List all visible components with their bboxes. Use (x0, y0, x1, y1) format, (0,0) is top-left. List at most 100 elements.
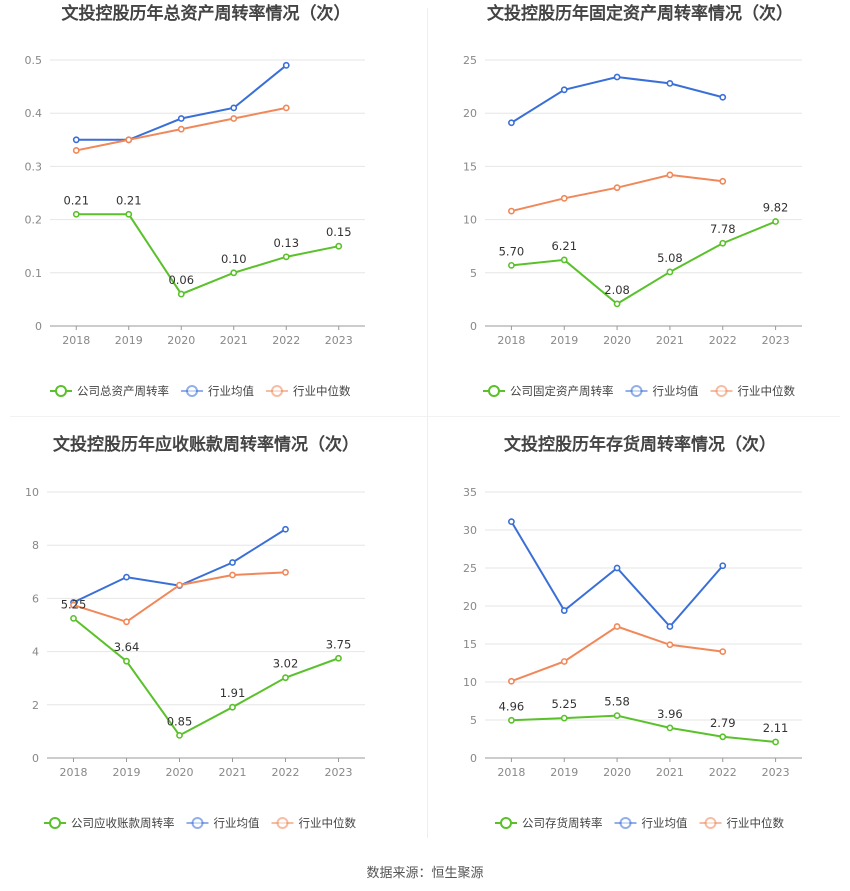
y-tick-label: 35 (463, 486, 477, 499)
x-tick-label: 2018 (497, 334, 525, 347)
x-tick-label: 2019 (550, 334, 578, 347)
data-point (508, 518, 515, 526)
legend-swatch-marker (276, 817, 289, 829)
data-point (229, 703, 236, 711)
legend-label: 行业均值 (214, 816, 260, 830)
x-tick-label: 2023 (762, 766, 790, 779)
data-label: 9.82 (763, 201, 789, 215)
data-point (613, 73, 621, 81)
data-point (560, 658, 568, 665)
x-tick-label: 2020 (603, 766, 631, 779)
data-label: 5.25 (61, 597, 87, 611)
data-point (508, 677, 515, 685)
x-tick-label: 2021 (656, 766, 684, 779)
x-tick-label: 2018 (62, 334, 90, 347)
x-tick-label: 2019 (115, 334, 143, 347)
data-point (282, 568, 289, 576)
data-point (282, 253, 290, 261)
data-label: 5.08 (657, 251, 683, 265)
data-point (666, 80, 674, 87)
y-tick-label: 10 (25, 486, 39, 499)
panel-divider-vertical (427, 8, 428, 838)
legend-swatch-marker (715, 385, 728, 397)
x-tick-label: 2021 (220, 334, 248, 347)
panel-divider-horizontal (10, 416, 840, 417)
data-point (70, 601, 77, 609)
data-point (613, 184, 621, 192)
data-label: 3.02 (273, 657, 299, 671)
data-source-note: 数据来源：恒生聚源 (366, 866, 484, 881)
data-point (666, 724, 674, 732)
legend-label: 公司应收账款周转率 (71, 816, 175, 830)
legend-label: 公司存货周转率 (522, 816, 603, 830)
data-point (613, 564, 621, 572)
legend-item-1: 公司总资产周转率 (50, 384, 169, 398)
x-tick-label: 2020 (167, 334, 195, 347)
y-tick-label: 0.1 (25, 267, 43, 280)
x-tick-label: 2023 (325, 334, 353, 347)
legend-item-2: 行业均值 (625, 384, 699, 398)
y-tick-label: 0 (470, 752, 477, 765)
chart-title: 文投控股历年存货周转率情况（次） (504, 434, 776, 455)
data-point (666, 171, 674, 179)
data-point (772, 218, 779, 225)
data-point (229, 559, 236, 566)
data-point (230, 104, 238, 112)
data-label: 0.21 (63, 193, 89, 207)
chart-title: 文投控股历年固定资产周转率情况（次） (487, 3, 793, 24)
chart-title: 文投控股历年总资产周转率情况（次） (62, 3, 351, 24)
data-point (335, 242, 343, 250)
y-tick-label: 25 (463, 54, 477, 67)
series-line-1 (72, 617, 339, 737)
data-point (176, 731, 183, 739)
data-point (123, 573, 130, 581)
legend-item-3: 行业中位数 (699, 816, 785, 830)
y-tick-label: 0 (32, 752, 39, 765)
series-line-3 (511, 625, 723, 683)
data-point (125, 136, 133, 144)
y-tick-label: 15 (463, 638, 477, 651)
legend-label: 行业中位数 (293, 384, 351, 398)
data-label: 0.13 (273, 236, 299, 250)
data-point (177, 290, 185, 298)
data-label: 5.58 (604, 695, 630, 709)
data-point (719, 733, 727, 741)
series-line-2 (510, 76, 724, 124)
series-line-2 (510, 521, 724, 629)
legend-swatch-marker (55, 385, 67, 397)
data-point (176, 581, 183, 589)
data-label: 0.06 (168, 273, 194, 287)
data-point (72, 210, 80, 218)
data-point (123, 657, 130, 665)
data-point (229, 571, 236, 579)
data-label: 0.21 (116, 193, 142, 207)
data-point (719, 93, 727, 101)
data-point (177, 115, 185, 122)
legend-label: 行业均值 (642, 816, 688, 830)
data-point (508, 261, 515, 269)
y-tick-label: 6 (32, 592, 39, 605)
data-label: 6.21 (551, 239, 577, 253)
y-tick-label: 0.5 (25, 54, 43, 67)
y-tick-label: 5 (470, 267, 477, 280)
data-point (508, 119, 515, 127)
data-point (560, 194, 568, 202)
data-point (123, 618, 130, 626)
y-tick-label: 20 (463, 107, 477, 120)
data-point (335, 654, 342, 662)
data-point (560, 256, 568, 264)
y-tick-label: 30 (463, 524, 477, 537)
data-point (666, 641, 674, 649)
legend-label: 行业中位数 (727, 816, 785, 830)
chart-panel-1: 文投控股历年总资产周转率情况（次） 0 0.1 0.2 0.3 0.4 0.5 2018 201… (25, 3, 365, 398)
y-tick-label: 0 (470, 320, 477, 333)
legend-item-1: 公司存货周转率 (495, 816, 603, 830)
x-tick-label: 2022 (709, 334, 737, 347)
data-label: 3.75 (326, 637, 352, 651)
data-point (72, 136, 80, 144)
legend-swatch-marker (186, 385, 198, 397)
x-tick-label: 2022 (709, 766, 737, 779)
data-label: 3.64 (114, 640, 140, 654)
x-tick-label: 2018 (497, 766, 525, 779)
